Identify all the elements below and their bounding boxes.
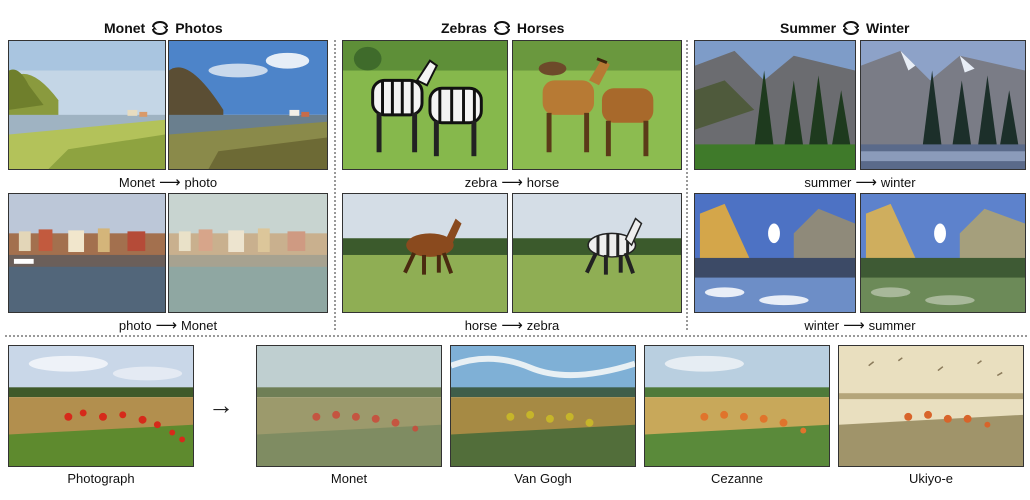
header-right-label: Winter <box>866 20 910 36</box>
caption-to: zebra <box>526 318 560 333</box>
separator-vertical-2 <box>686 40 688 330</box>
header-left-label: Zebras <box>441 20 487 36</box>
photo-to-monet-harbor-image <box>168 193 328 313</box>
header-left-label: Monet <box>104 20 146 36</box>
caption-from: photo <box>118 318 152 333</box>
style-ukiyo-e-poppy-image <box>838 345 1024 467</box>
caption-from: summer <box>804 175 852 190</box>
summer-valley-image <box>694 40 856 170</box>
header-right-label: Photos <box>175 20 223 36</box>
caption-to: horse <box>526 175 560 190</box>
style-van-gogh-poppy-image <box>450 345 636 467</box>
summer-to-winter-valley-image <box>860 40 1026 170</box>
monet-to-photo-river-image <box>168 40 328 170</box>
caption-summer-to-winter: summer ⟶ winter <box>694 173 1026 191</box>
winter-to-summer-valley-image <box>860 193 1026 313</box>
style-cezanne-poppy-image <box>644 345 830 467</box>
photo-harbor-image <box>8 193 166 313</box>
header-summer-winter: Summer Winter <box>780 20 909 36</box>
cycle-arrows-icon <box>152 21 169 35</box>
label-ukiyo-e: Ukiyo-e <box>908 471 954 486</box>
right-arrow-icon: ⟶ <box>843 317 865 334</box>
right-arrow-icon: ⟶ <box>501 174 523 191</box>
style-monet-poppy-image <box>256 345 442 467</box>
caption-from: winter <box>804 318 840 333</box>
caption-from: horse <box>464 318 498 333</box>
right-arrow-icon: ⟶ <box>155 317 177 334</box>
caption-from: zebra <box>464 175 498 190</box>
horse-to-zebra-image <box>512 193 682 313</box>
right-arrow-icon: ⟶ <box>501 317 523 334</box>
caption-from: Monet <box>118 175 156 190</box>
transfer-arrow-icon: → <box>208 390 234 420</box>
separator-vertical-1 <box>334 40 336 330</box>
label-monet: Monet <box>330 471 368 486</box>
zebras-to-horses-image <box>512 40 682 170</box>
caption-to: summer <box>868 318 916 333</box>
cycle-arrows-icon <box>493 21 510 35</box>
caption-photo-to-monet: photo ⟶ Monet <box>8 316 328 334</box>
caption-monet-to-photo: Monet ⟶ photo <box>8 173 328 191</box>
caption-to: winter <box>880 175 916 190</box>
cycle-arrows-icon <box>843 21 860 35</box>
caption-winter-to-summer: winter ⟶ summer <box>694 316 1026 334</box>
monet-painting-river-image <box>8 40 166 170</box>
caption-to: Monet <box>180 318 218 333</box>
running-horse-image <box>342 193 508 313</box>
header-right-label: Horses <box>516 20 565 36</box>
label-van-gogh: Van Gogh <box>514 471 572 486</box>
label-cezanne: Cezanne <box>710 471 764 486</box>
winter-valley-image <box>694 193 856 313</box>
zebras-image <box>342 40 508 170</box>
caption-to: photo <box>184 175 218 190</box>
header-monet-photos: Monet Photos <box>104 20 223 36</box>
separator-horizontal <box>5 335 1027 337</box>
caption-zebra-to-horse: zebra ⟶ horse <box>342 173 682 191</box>
header-zebras-horses: Zebras Horses <box>441 20 564 36</box>
right-arrow-icon: ⟶ <box>855 174 877 191</box>
right-arrow-icon: ⟶ <box>159 174 181 191</box>
caption-horse-to-zebra: horse ⟶ zebra <box>342 316 682 334</box>
header-left-label: Summer <box>780 20 837 36</box>
label-photograph: Photograph <box>67 471 135 486</box>
photograph-poppy-field-image <box>8 345 194 467</box>
